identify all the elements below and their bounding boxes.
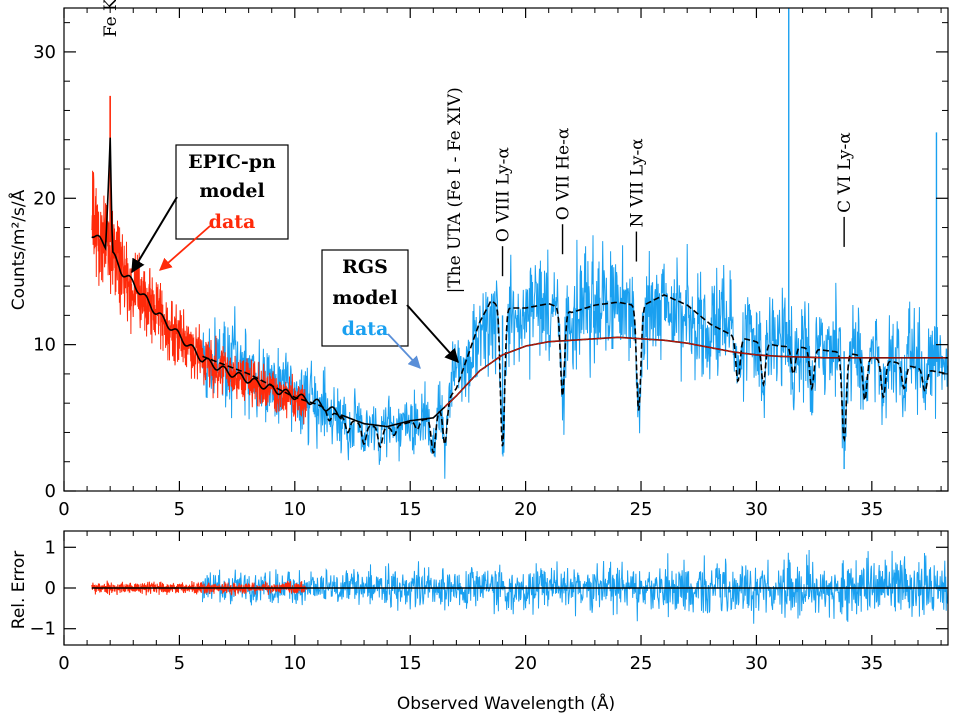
main-y-axis-title: Counts/m²/s/Å	[7, 189, 29, 310]
main-x-tick-label: 10	[283, 499, 306, 520]
epic-model-arrow	[131, 196, 178, 274]
main-x-tick-label: 15	[399, 499, 422, 520]
rgs-legend-title: RGS	[342, 256, 388, 278]
epic-pn-legend-title: EPIC-pn	[188, 151, 276, 173]
main-y-tick-label: 0	[45, 481, 56, 502]
line-annotation-label: Fe Kα	[101, 0, 121, 37]
rgs-model-line	[202, 294, 948, 455]
residual-x-tick-label: 15	[399, 653, 422, 674]
main-x-tick-label: 30	[745, 499, 768, 520]
epic-pn-residual-trace	[91, 580, 307, 596]
main-x-tick-label: 5	[174, 499, 185, 520]
residual-y-tick-label: −1	[29, 619, 56, 640]
rgs-model-arrow	[406, 304, 459, 364]
epic-data-arrow	[159, 225, 211, 271]
residual-y-axis-title: Rel. Error	[9, 551, 29, 629]
residual-x-tick-label: 35	[860, 653, 883, 674]
line-annotation-label: O VIII Ly-α	[494, 147, 514, 243]
rgs-residual-trace	[202, 549, 948, 624]
residual-x-tick-label: 10	[283, 653, 306, 674]
residual-axis-ticks: 0 5 10 15 20 25 30 35−101	[29, 531, 948, 674]
residual-x-tick-label: 5	[174, 653, 185, 674]
residual-x-tick-label: 0	[58, 653, 69, 674]
main-y-tick-label: 30	[33, 42, 56, 63]
residual-x-tick-label: 20	[514, 653, 537, 674]
x-axis-title: Observed Wavelength (Å)	[397, 692, 615, 714]
residual-y-tick-label: 1	[45, 537, 56, 558]
main-x-tick-label: 35	[860, 499, 883, 520]
line-annotation-label: |The UTA (Fe I - Fe XIV)	[445, 87, 465, 293]
epic-pn-legend-model: model	[199, 180, 264, 202]
main-x-tick-label: 25	[630, 499, 653, 520]
line-annotation-label: O VII He-α	[554, 127, 574, 220]
residual-panel: 0 5 10 15 20 25 30 35−101 Rel. Error Observed W…	[9, 530, 949, 714]
main-spectrum-panel: 0 5 10 15 20 25 30 35 0 10 20 30 Counts/m²/s/Å Fe K…	[7, 0, 949, 520]
line-annotation-label: N VII Ly-α	[627, 138, 647, 228]
rgs-data-trace	[202, 235, 948, 479]
main-axis-ticks: 0 5 10 15 20 25 30 35 0 10 20 30	[33, 8, 948, 520]
rgs-legend-model: model	[332, 287, 397, 309]
rgs-legend-data: data	[342, 318, 389, 340]
main-x-tick-label: 20	[514, 499, 537, 520]
epic-pn-legend-box: EPIC-pn model data	[175, 144, 289, 240]
epic-pn-model-overlay	[444, 336, 946, 408]
epic-pn-legend-data: data	[209, 211, 256, 233]
line-annotations: Fe Kα |The UTA (Fe I - Fe XIV) O VIII Ly-α…	[101, 0, 855, 293]
main-x-tick-label: 0	[58, 499, 69, 520]
main-y-tick-label: 20	[33, 188, 56, 209]
rgs-legend-box: RGS model data	[321, 249, 409, 347]
main-plot-area	[91, 8, 948, 479]
residual-y-tick-label: 0	[45, 578, 56, 599]
line-annotation-label: C VI Ly-α	[835, 132, 855, 213]
main-y-tick-label: 10	[33, 335, 56, 356]
residual-x-tick-label: 25	[630, 653, 653, 674]
main-plot-frame	[63, 7, 949, 492]
epic-pn-data-trace	[91, 170, 307, 425]
residual-plot-area	[91, 549, 948, 624]
rgs-data-arrow	[387, 333, 421, 369]
residual-x-tick-label: 30	[745, 653, 768, 674]
